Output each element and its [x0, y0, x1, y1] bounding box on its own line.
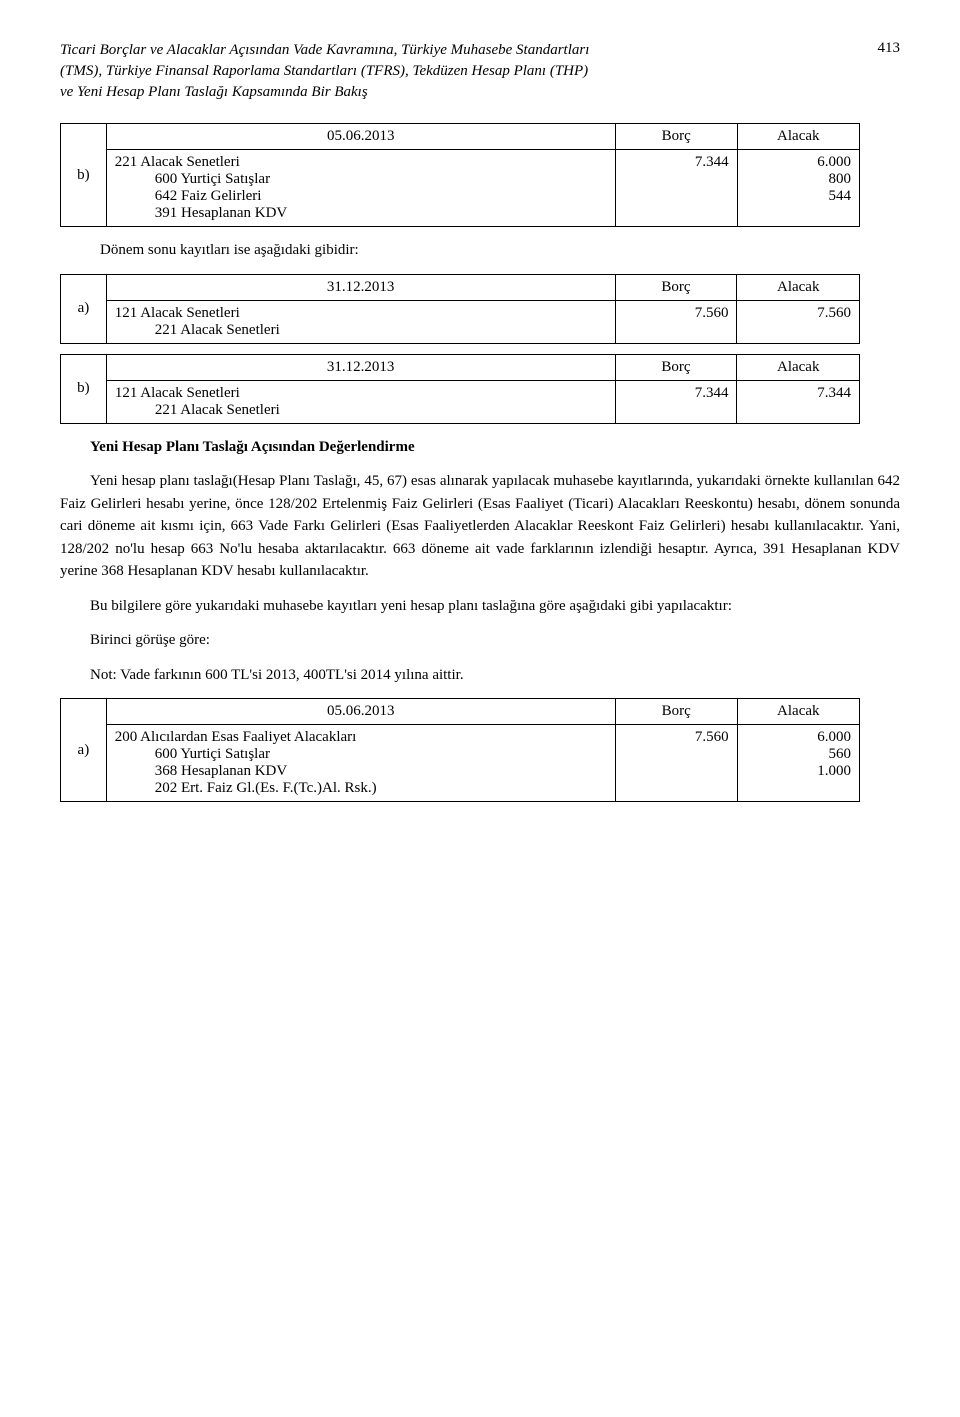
col-alacak: Alacak — [737, 124, 859, 150]
entry4-credit: 6.000 560 1.000 — [737, 725, 859, 802]
col-alacak4: Alacak — [737, 699, 859, 725]
entry1-line2: 642 Faiz Gelirleri — [115, 188, 607, 205]
entry4-debit: 7.560 — [615, 725, 737, 802]
journal-entry-4: a) 05.06.2013 Borç Alacak 200 Alıcılarda… — [60, 698, 860, 802]
entry2-debit: 7.560 — [615, 300, 737, 343]
page-header: Ticari Borçlar ve Alacaklar Açısından Va… — [60, 40, 900, 103]
entry4-desc: 200 Alıcılardan Esas Faaliyet Alacakları… — [106, 725, 615, 802]
entry4-label: a) — [61, 699, 107, 802]
header-line1: Ticari Borçlar ve Alacaklar Açısından Va… — [60, 42, 589, 58]
journal-entry-2: a) 31.12.2013 Borç Alacak 121 Alacak Sen… — [60, 274, 860, 344]
entry1-line3: 391 Hesaplanan KDV — [115, 205, 607, 222]
paragraph-3: Birinci görüşe göre: — [60, 629, 900, 652]
entry3-desc: 121 Alacak Senetleri 221 Alacak Senetler… — [106, 380, 615, 423]
col-borc3: Borç — [615, 354, 737, 380]
paragraph-1: Yeni hesap planı taslağı(Hesap Planı Tas… — [60, 470, 900, 583]
entry4-date: 05.06.2013 — [106, 699, 615, 725]
journal-entry-3: b) 31.12.2013 Borç Alacak 121 Alacak Sen… — [60, 354, 860, 424]
entry1-debit: 7.344 — [615, 150, 737, 227]
entry1-line1: 600 Yurtiçi Satışlar — [115, 171, 607, 188]
page-number: 413 — [878, 40, 901, 57]
entry2-desc: 121 Alacak Senetleri 221 Alacak Senetler… — [106, 300, 615, 343]
col-borc2: Borç — [615, 274, 737, 300]
entry2-credit: 7.560 — [737, 300, 860, 343]
entry1-credit: 6.000 800 544 — [737, 150, 859, 227]
section-heading: Yeni Hesap Planı Taslağı Açısından Değer… — [60, 436, 900, 459]
entry1-desc: 221 Alacak Senetleri 600 Yurtiçi Satışla… — [106, 150, 615, 227]
entry1-line0: 221 Alacak Senetleri — [115, 154, 607, 171]
entry3-credit: 7.344 — [737, 380, 860, 423]
journal-entry-1: b) 05.06.2013 Borç Alacak 221 Alacak Sen… — [60, 123, 860, 227]
col-alacak2: Alacak — [737, 274, 860, 300]
col-borc: Borç — [615, 124, 737, 150]
header-line2: (TMS), Türkiye Finansal Raporlama Standa… — [60, 63, 588, 79]
entry3-debit: 7.344 — [615, 380, 737, 423]
entry1-date: 05.06.2013 — [106, 124, 615, 150]
entry1-label: b) — [61, 124, 107, 227]
entry3-label: b) — [61, 354, 107, 423]
entry3-date: 31.12.2013 — [106, 354, 615, 380]
entry2-label: a) — [61, 274, 107, 343]
header-title: Ticari Borçlar ve Alacaklar Açısından Va… — [60, 40, 858, 103]
midtext: Dönem sonu kayıtları ise aşağıdaki gibid… — [100, 239, 900, 262]
col-borc4: Borç — [615, 699, 737, 725]
header-line3: ve Yeni Hesap Planı Taslağı Kapsamında B… — [60, 84, 368, 100]
col-alacak3: Alacak — [737, 354, 860, 380]
paragraph-4: Not: Vade farkının 600 TL'si 2013, 400TL… — [60, 664, 900, 687]
paragraph-2: Bu bilgilere göre yukarıdaki muhasebe ka… — [60, 595, 900, 618]
entry2-date: 31.12.2013 — [106, 274, 615, 300]
